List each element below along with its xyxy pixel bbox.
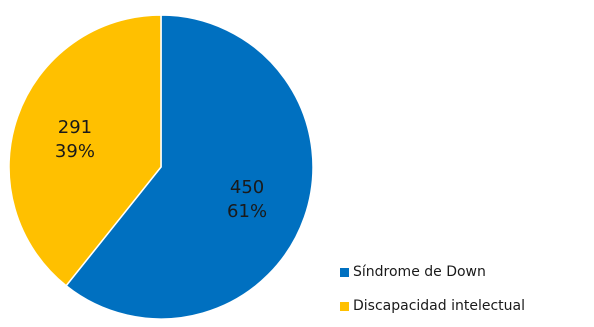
legend: Síndrome de Down Discapacidad intelectua… [340, 262, 525, 316]
legend-item-discapacidad-intelectual: Discapacidad intelectual [340, 296, 525, 316]
data-label-value-discapacidad-intelectual: 291 [58, 117, 92, 138]
legend-swatch-discapacidad-intelectual [340, 301, 349, 311]
pie-slices [8, 14, 314, 320]
data-label-percent-sindrome-de-down: 61% [227, 201, 267, 222]
data-label-percent-discapacidad-intelectual: 39% [55, 141, 95, 162]
legend-swatch-sindrome-de-down [340, 267, 349, 277]
pie-data-labels: 450 61% 291 39% [55, 117, 267, 222]
data-label-value-sindrome-de-down: 450 [230, 177, 264, 198]
pie-slice-discapacidad-intelectual [8, 14, 162, 287]
legend-item-sindrome-de-down: Síndrome de Down [340, 262, 525, 282]
legend-label-discapacidad-intelectual: Discapacidad intelectual [353, 298, 525, 314]
legend-label-sindrome-de-down: Síndrome de Down [353, 264, 486, 280]
pie-slice-sindrome-de-down [65, 14, 314, 320]
